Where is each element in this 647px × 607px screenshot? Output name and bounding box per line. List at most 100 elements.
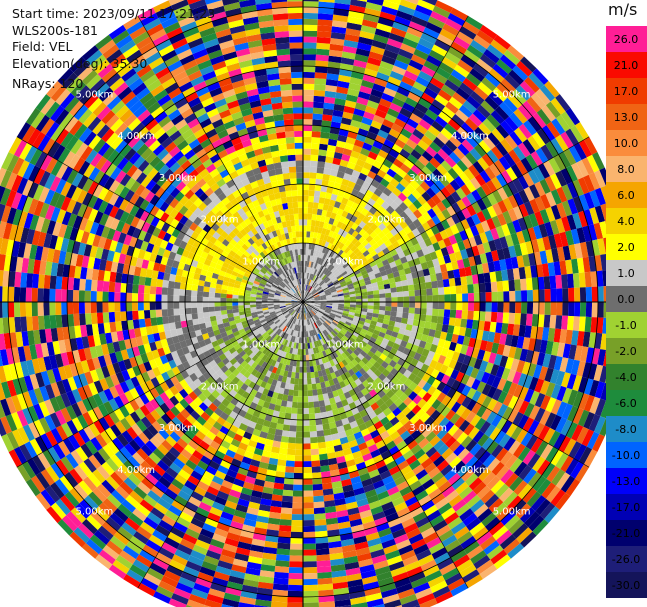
velocity-gate	[448, 317, 456, 326]
velocity-gate	[560, 168, 573, 185]
velocity-gate	[438, 111, 452, 124]
velocity-gate	[562, 302, 569, 316]
velocity-gate	[377, 280, 384, 287]
velocity-gate	[513, 461, 528, 477]
velocity-gate	[479, 282, 486, 293]
velocity-gate	[528, 338, 537, 352]
velocity-gate	[329, 287, 336, 292]
velocity-gate	[348, 345, 356, 353]
velocity-gate	[503, 49, 521, 66]
velocity-gate	[559, 329, 567, 344]
velocity-gate	[555, 492, 571, 510]
velocity-gate	[538, 302, 545, 315]
velocity-gate	[327, 242, 333, 250]
velocity-gate	[555, 94, 571, 112]
velocity-gate	[513, 244, 523, 257]
velocity-gate	[507, 93, 523, 109]
velocity-gate	[324, 320, 331, 326]
velocity-gate	[314, 302, 321, 304]
velocity-gate	[312, 208, 318, 215]
velocity-gate	[468, 293, 475, 302]
velocity-gate	[522, 254, 531, 267]
velocity-gate	[328, 272, 334, 279]
velocity-gate	[295, 366, 300, 373]
velocity-gate	[509, 112, 524, 128]
velocity-gate	[391, 306, 398, 312]
velocity-gate	[490, 39, 508, 55]
velocity-gate	[434, 232, 444, 242]
velocity-gate	[411, 228, 421, 238]
velocity-gate	[326, 305, 333, 309]
velocity-gate	[497, 403, 508, 418]
velocity-gate	[382, 118, 395, 129]
velocity-gate	[589, 207, 600, 225]
velocity-gate	[295, 372, 300, 379]
velocity-gate	[372, 343, 380, 351]
velocity-gate	[432, 352, 441, 362]
velocity-gate	[303, 18, 318, 26]
velocity-gate	[364, 354, 372, 362]
velocity-gate	[524, 511, 540, 528]
velocity-gate	[303, 60, 316, 67]
velocity-gate	[484, 166, 496, 180]
velocity-gate	[315, 263, 320, 270]
velocity-gate	[400, 340, 408, 348]
velocity-gate	[526, 302, 534, 314]
velocity-gate	[396, 54, 411, 65]
velocity-gate	[359, 186, 368, 195]
velocity-gate	[441, 208, 452, 220]
velocity-gate	[303, 95, 314, 102]
velocity-gate	[308, 297, 314, 300]
velocity-gate	[528, 376, 539, 391]
velocity-gate	[424, 416, 435, 428]
velocity-gate	[335, 272, 342, 278]
velocity-gate	[471, 201, 482, 214]
velocity-gate	[460, 374, 471, 385]
velocity-gate	[324, 311, 330, 316]
velocity-gate	[440, 247, 449, 257]
velocity-gate	[526, 96, 542, 113]
velocity-gate	[455, 371, 465, 383]
velocity-gate	[468, 113, 483, 127]
velocity-gate	[334, 262, 341, 269]
velocity-gate	[435, 345, 444, 355]
velocity-gate	[340, 337, 347, 344]
velocity-gate	[419, 282, 427, 290]
velocity-gate	[315, 257, 320, 264]
velocity-gate	[319, 143, 328, 151]
velocity-gate	[331, 277, 338, 283]
velocity-gate	[334, 226, 341, 234]
velocity-gate	[550, 414, 562, 431]
velocity-gate	[502, 393, 514, 407]
velocity-gate	[473, 358, 483, 370]
velocity-gate	[350, 334, 358, 341]
velocity-gate	[303, 555, 317, 562]
velocity-gate	[307, 395, 314, 403]
velocity-gate	[409, 112, 422, 124]
velocity-gate	[324, 90, 337, 98]
velocity-gate	[411, 189, 422, 200]
velocity-gate	[515, 290, 522, 302]
velocity-gate	[354, 139, 365, 148]
velocity-gate	[287, 590, 303, 597]
velocity-gate	[457, 240, 466, 251]
velocity-gate	[450, 41, 467, 55]
velocity-gate	[591, 302, 598, 318]
velocity-gate	[477, 157, 490, 171]
velocity-gate	[421, 372, 431, 383]
velocity-gate	[417, 170, 429, 181]
velocity-gate	[320, 298, 327, 301]
velocity-gate	[340, 260, 347, 267]
velocity-gate	[483, 272, 491, 283]
velocity-gate	[368, 206, 378, 215]
velocity-gate	[280, 507, 293, 515]
velocity-gate	[540, 443, 554, 460]
velocity-gate	[452, 163, 464, 176]
velocity-gate	[435, 272, 443, 281]
velocity-gate	[328, 49, 343, 58]
velocity-gate	[350, 0, 367, 8]
velocity-gate	[294, 467, 303, 474]
velocity-gate	[418, 37, 435, 50]
velocity-gate	[304, 284, 306, 291]
velocity-gate	[395, 281, 403, 288]
